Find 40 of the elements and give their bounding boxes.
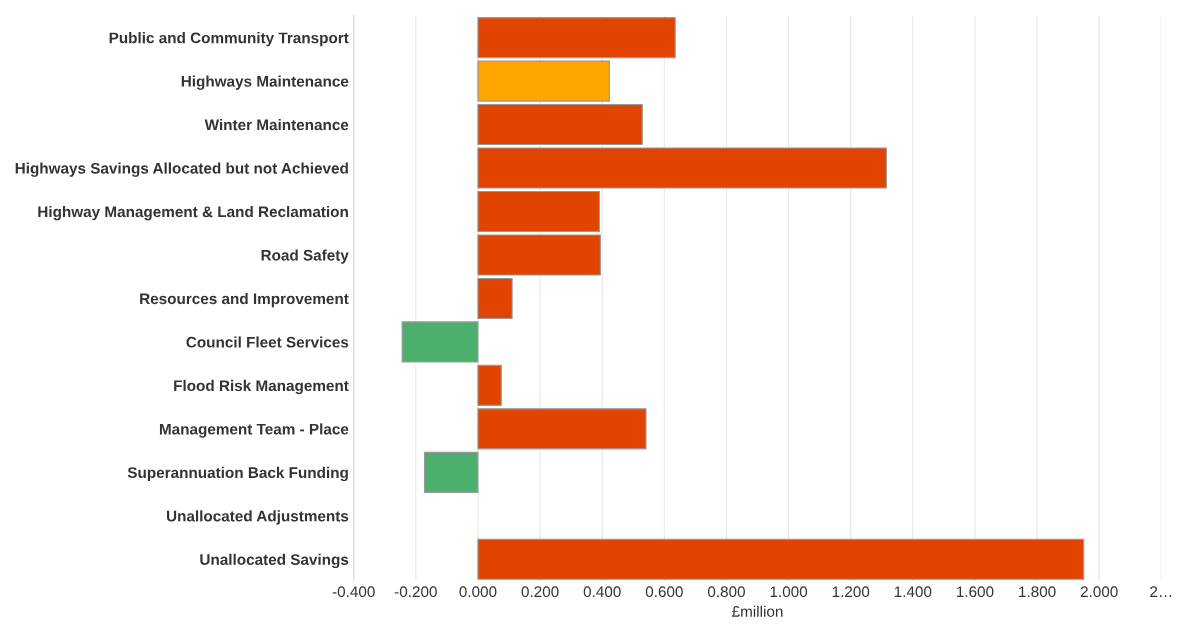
y-tick-label: Road Safety <box>261 249 349 264</box>
x-tick-label: 0.400 <box>583 586 621 598</box>
y-tick-label: Management Team - Place <box>159 423 349 438</box>
x-tick-label: 0.000 <box>459 586 497 598</box>
bar <box>477 364 502 406</box>
bar <box>477 104 643 146</box>
x-tick-label: -0.200 <box>394 586 437 598</box>
y-tick-label: Winter Maintenance <box>204 119 349 131</box>
y-tick-label: Superannuation Back Funding <box>127 466 348 482</box>
y-tick-label: Public and Community Transport <box>109 32 349 47</box>
bar <box>477 538 1085 580</box>
bar <box>423 451 479 493</box>
bar <box>477 277 513 320</box>
x-axis-title: £million <box>732 605 783 617</box>
x-tick-label: 1.200 <box>832 586 870 598</box>
bar <box>401 321 479 363</box>
y-tick-label: Resources and Improvement <box>140 292 349 308</box>
y-tick-label: Highways Maintenance <box>181 75 349 90</box>
bar <box>477 60 610 102</box>
x-tick-label: -0.400 <box>332 586 375 598</box>
x-tick-label: 0.800 <box>707 586 745 598</box>
x-tick-label: 2.000 <box>1080 586 1118 598</box>
bar <box>477 147 887 189</box>
x-tick-label: 1.600 <box>956 586 994 598</box>
bar <box>477 190 600 233</box>
y-tick-label: Highways Savings Allocated but not Achieved <box>15 162 348 177</box>
bar <box>477 408 647 450</box>
y-tick-label: Highway Management & Land Reclamation <box>38 205 348 221</box>
x-tick-label: 1.800 <box>1019 586 1056 598</box>
bar <box>477 17 676 59</box>
y-tick-label: Flood Risk Management <box>174 379 349 395</box>
x-tick-label: 1.400 <box>894 586 932 598</box>
y-tick-label: Unallocated Adjustments <box>166 510 349 525</box>
y-tick-label: Unallocated Savings <box>200 553 349 569</box>
y-tick-label: Council Fleet Services <box>186 336 349 348</box>
x-tick-label: 0.600 <box>645 586 683 598</box>
x-tick-label: 2… <box>1150 586 1172 597</box>
bar <box>477 234 601 276</box>
x-tick-label: 0.200 <box>521 586 559 598</box>
x-tick-label: 1.000 <box>770 586 808 598</box>
